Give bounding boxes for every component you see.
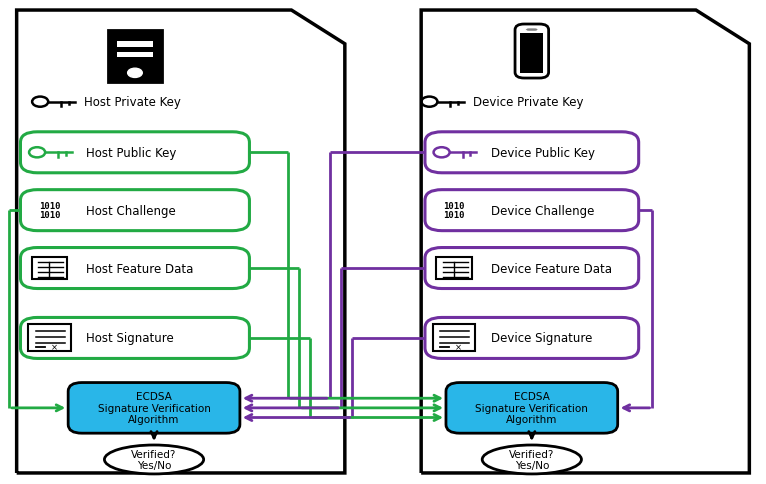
Text: Host Signature: Host Signature (86, 332, 174, 345)
Text: Host Private Key: Host Private Key (83, 96, 181, 109)
Text: Device Private Key: Device Private Key (473, 96, 584, 109)
Text: Device Feature Data: Device Feature Data (490, 262, 611, 275)
FancyBboxPatch shape (525, 30, 538, 32)
FancyBboxPatch shape (425, 248, 639, 289)
FancyBboxPatch shape (446, 383, 617, 433)
FancyBboxPatch shape (520, 33, 543, 74)
FancyBboxPatch shape (116, 42, 153, 47)
FancyBboxPatch shape (28, 325, 70, 352)
Text: Device Signature: Device Signature (490, 332, 592, 345)
FancyBboxPatch shape (21, 133, 250, 173)
Text: ECDSA
Signature Verification
Algorithm: ECDSA Signature Verification Algorithm (97, 392, 211, 424)
FancyBboxPatch shape (425, 190, 639, 231)
FancyBboxPatch shape (68, 383, 240, 433)
Circle shape (128, 69, 142, 78)
Text: Host Feature Data: Host Feature Data (86, 262, 194, 275)
FancyBboxPatch shape (31, 257, 67, 280)
Text: Host Challenge: Host Challenge (86, 204, 176, 217)
Text: Device Public Key: Device Public Key (490, 147, 594, 159)
Text: Verified?
Yes/No: Verified? Yes/No (509, 449, 555, 470)
FancyBboxPatch shape (425, 318, 639, 359)
Text: ×: × (51, 342, 57, 351)
FancyBboxPatch shape (515, 25, 548, 79)
FancyBboxPatch shape (108, 30, 162, 83)
Text: ×: × (455, 342, 462, 351)
Text: Device Challenge: Device Challenge (490, 204, 594, 217)
Text: Host Public Key: Host Public Key (86, 147, 176, 159)
FancyBboxPatch shape (116, 53, 153, 58)
FancyBboxPatch shape (21, 190, 250, 231)
Text: 1010: 1010 (444, 202, 465, 211)
Text: ECDSA
Signature Verification
Algorithm: ECDSA Signature Verification Algorithm (476, 392, 588, 424)
FancyBboxPatch shape (21, 248, 250, 289)
Text: 1010: 1010 (39, 202, 61, 211)
FancyBboxPatch shape (21, 318, 250, 359)
Text: 1010: 1010 (39, 211, 61, 220)
FancyBboxPatch shape (436, 257, 472, 280)
FancyBboxPatch shape (425, 133, 639, 173)
Ellipse shape (104, 445, 204, 474)
Ellipse shape (483, 445, 581, 474)
Text: Verified?
Yes/No: Verified? Yes/No (131, 449, 177, 470)
Text: 1010: 1010 (444, 211, 465, 220)
FancyBboxPatch shape (433, 325, 476, 352)
